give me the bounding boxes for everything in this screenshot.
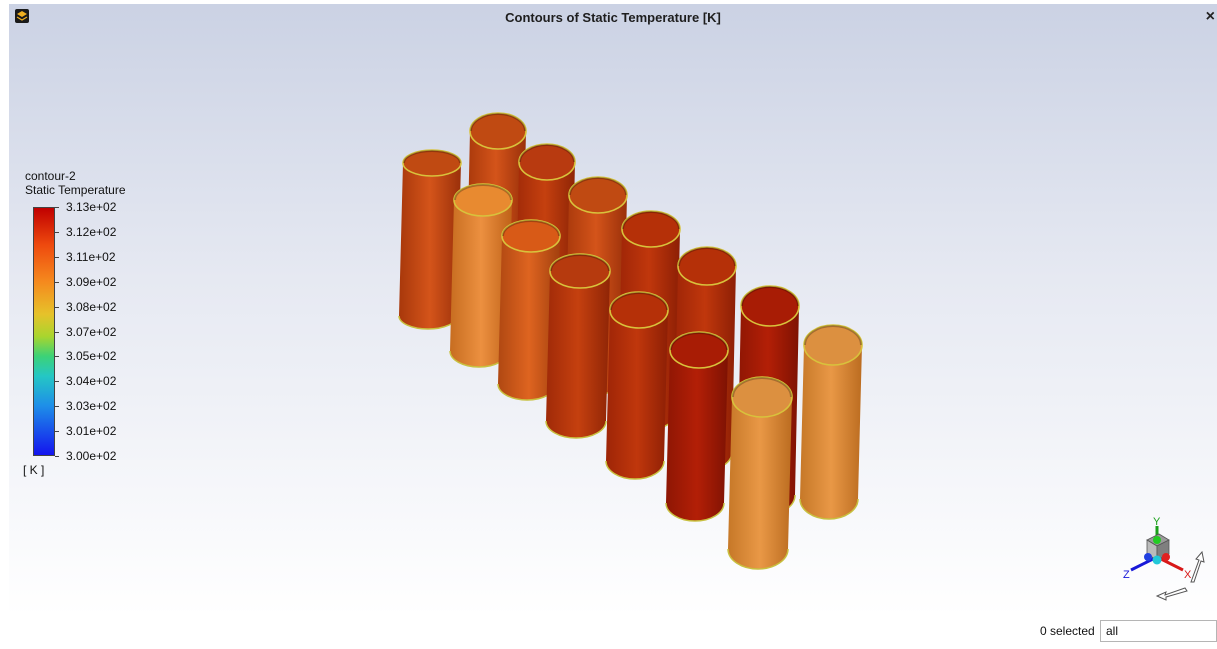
colorbar bbox=[33, 207, 55, 456]
cylinder bbox=[727, 376, 793, 570]
legend-tick-label: 3.09e+02 bbox=[66, 274, 117, 289]
legend-contour-name: contour-2 bbox=[25, 169, 76, 183]
cylinder-scene[interactable] bbox=[9, 4, 1217, 616]
cylinder bbox=[545, 253, 611, 439]
window-title: Contours of Static Temperature [K] bbox=[505, 10, 721, 25]
legend-tick-label: 3.00e+02 bbox=[66, 449, 117, 463]
legend-tick-mark bbox=[55, 231, 59, 233]
legend-tick-mark bbox=[55, 331, 59, 333]
cylinder bbox=[605, 291, 669, 480]
legend-tick-mark bbox=[55, 431, 59, 433]
legend-tick-label: 3.11e+02 bbox=[66, 249, 116, 264]
legend-tick-label: 3.08e+02 bbox=[66, 299, 117, 314]
selected-count: 0 selected bbox=[1040, 624, 1095, 638]
close-icon[interactable]: × bbox=[1205, 8, 1215, 25]
legend-unit: [ K ] bbox=[23, 463, 45, 477]
legend-tick-mark bbox=[55, 281, 59, 283]
triad-y-label: Y bbox=[1153, 516, 1161, 528]
legend-tick-label: 3.13e+02 bbox=[66, 200, 117, 214]
selection-filter-input[interactable]: all bbox=[1100, 620, 1217, 642]
graphics-viewport[interactable]: Contours of Static Temperature [K] × con… bbox=[9, 4, 1217, 616]
cylinder bbox=[497, 219, 561, 401]
legend-tick-label: 3.07e+02 bbox=[66, 324, 117, 339]
legend-tick-label: 3.03e+02 bbox=[66, 399, 117, 414]
cylinder bbox=[665, 331, 729, 522]
legend-tick-mark bbox=[55, 406, 59, 408]
legend-tick-mark bbox=[55, 356, 59, 358]
legend-tick-label: 3.05e+02 bbox=[66, 349, 117, 364]
legend-tick-mark bbox=[55, 306, 59, 308]
legend-variable: Static Temperature bbox=[25, 183, 126, 197]
cylinder bbox=[449, 183, 513, 368]
app-icon bbox=[15, 9, 29, 23]
cylinder bbox=[799, 324, 863, 520]
rotate-arrow-icon[interactable] bbox=[1155, 550, 1205, 601]
triad-x-label: X bbox=[1184, 569, 1192, 581]
legend-tick-label: 3.04e+02 bbox=[66, 374, 117, 389]
axis-triad-icon: Y X Z bbox=[1123, 516, 1205, 601]
legend-tick-mark bbox=[55, 256, 59, 258]
legend-tick-mark bbox=[55, 207, 59, 208]
legend-tick-mark bbox=[55, 381, 59, 383]
cylinder bbox=[398, 149, 462, 330]
legend-tick-mark bbox=[55, 456, 59, 457]
legend-tick-label: 3.01e+02 bbox=[66, 424, 117, 439]
triad-z-label: Z bbox=[1123, 569, 1130, 581]
legend-tick-label: 3.12e+02 bbox=[66, 224, 117, 239]
